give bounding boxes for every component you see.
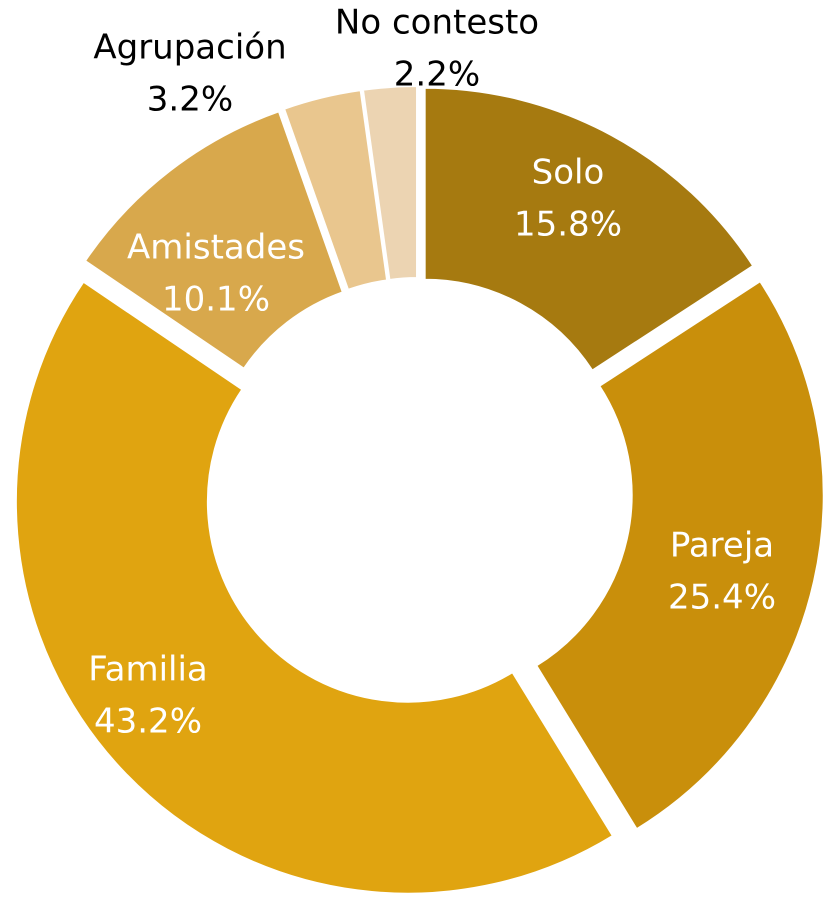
slice-value-label: 2.2% <box>394 55 480 95</box>
slice-label: Familia <box>88 650 208 690</box>
slices <box>14 85 825 895</box>
slice-label: Amistades <box>127 228 305 268</box>
slice-value-label: 43.2% <box>94 702 202 742</box>
slice-value-label: 15.8% <box>514 205 622 245</box>
slice-label: Pareja <box>670 526 774 566</box>
donut-slice <box>83 110 345 371</box>
donut-slice <box>534 279 825 831</box>
donut-slice <box>361 85 419 282</box>
slice-label: Agrupación <box>93 28 286 68</box>
slice-label: Solo <box>532 153 605 193</box>
donut-slice <box>282 89 389 292</box>
slice-value-label: 10.1% <box>162 280 270 320</box>
donut-slice <box>14 280 615 895</box>
slice-value-label: 25.4% <box>668 578 776 618</box>
labels: Solo 15.8% Pareja 25.4% Familia 43.2% Amistade… <box>88 3 776 742</box>
donut-slice <box>423 86 755 372</box>
slice-value-label: 3.2% <box>147 80 233 120</box>
slice-label: No contesto <box>335 3 539 43</box>
